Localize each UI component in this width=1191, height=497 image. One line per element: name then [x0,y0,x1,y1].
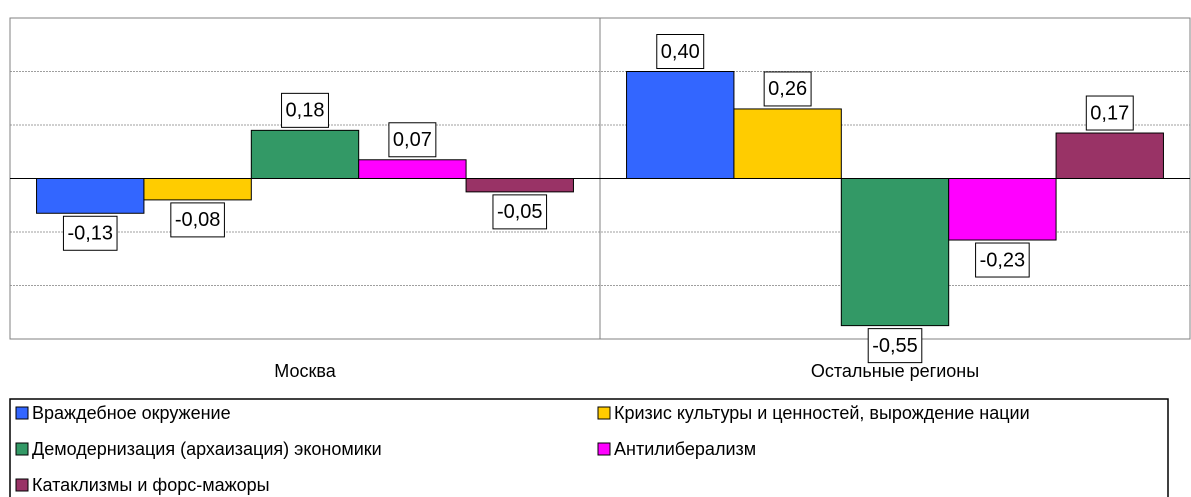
value-label-box [867,328,923,364]
bar [733,108,842,179]
legend-swatch [15,442,29,456]
value-label: -0,55 [872,335,918,357]
legend-label: Антилиберализм [614,439,756,459]
legend-label: Враждебное окружение [32,403,231,423]
legend-label: Катаклизмы и форс-мажоры [32,475,270,495]
value-label: -0,23 [980,249,1026,271]
value-label: -0,13 [67,223,113,245]
value-label: 0,18 [286,100,325,122]
value-label-box [170,202,225,238]
value-label: -0,08 [175,209,221,231]
bar [36,178,145,214]
bar [465,178,574,193]
value-label: 0,07 [393,129,432,151]
bar [143,178,252,201]
x-tick-label: Остальные регионы [811,361,979,381]
bar [626,71,735,179]
value-label: 0,17 [1090,102,1129,124]
bar [840,178,950,327]
x-tick-label: Москва [274,361,336,381]
value-label-box [388,122,437,158]
legend-swatch [597,406,611,420]
legend-label: Демодернизация (архаизация) экономики [32,439,382,459]
legend-label: Кризис культуры и ценностей, вырождение … [614,403,1030,423]
value-label-box [62,215,118,251]
legend-box [9,398,1169,497]
legend-swatch [15,406,29,420]
bar [1055,132,1164,179]
value-label: 0,26 [768,78,807,100]
bar [948,178,1057,241]
legend-swatch [15,478,29,492]
value-label-box [656,34,705,69]
bar [358,159,467,179]
legend-swatch [597,442,611,456]
value-label-box [975,242,1030,278]
value-label-box [763,71,812,107]
value-label: -0,05 [497,201,543,223]
value-label-box [1085,95,1134,131]
value-label: 0,40 [661,41,700,63]
value-label-box [492,194,548,230]
bar [250,129,360,180]
value-label-box [281,92,329,128]
